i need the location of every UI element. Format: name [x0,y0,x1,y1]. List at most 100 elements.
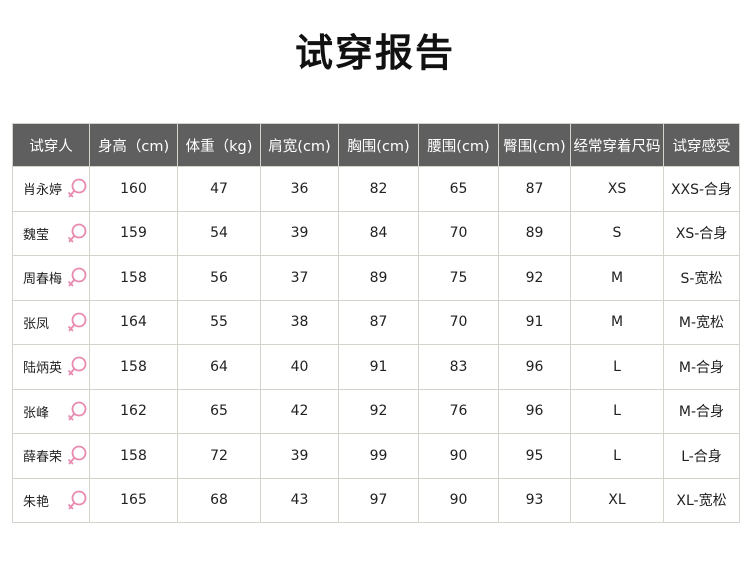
cell-fit-feeling: XXS-合身 [663,166,740,212]
cell-waist: 70 [418,210,499,256]
female-icon [67,223,87,245]
table-row: 薛春荣 158 72 39 99 90 95 L L-合身 [12,433,740,479]
cell-shoulder: 39 [260,433,339,479]
cell-height: 165 [89,477,178,523]
cell-weight: 65 [177,388,261,434]
tester-name-cell: 张凤 [12,299,90,345]
cell-height: 158 [89,344,178,390]
cell-fit-feeling: M-宽松 [663,299,740,345]
cell-bust: 87 [338,299,419,345]
female-icon [67,267,87,289]
female-icon [67,490,87,512]
female-icon [67,178,87,200]
cell-shoulder: 37 [260,255,339,301]
cell-usual-size: M [570,299,664,345]
female-icon [67,356,87,378]
tester-name-cell: 周春梅 [12,255,90,301]
tester-name: 魏莹 [23,227,50,243]
cell-fit-feeling: M-合身 [663,344,740,390]
column-header: 胸围(cm) [338,123,419,167]
page-title: 试穿报告 [294,31,455,75]
cell-waist: 83 [418,344,499,390]
table-row: 张峰 162 65 42 92 76 96 L M-合身 [12,388,740,434]
tester-name-cell: 陆炳英 [12,344,90,390]
cell-shoulder: 43 [260,477,339,523]
table-row: 肖永婷 160 47 36 82 65 87 XS XXS-合身 [12,166,740,212]
cell-fit-feeling: L-合身 [663,433,740,479]
cell-usual-size: S [570,210,664,256]
cell-height: 158 [89,255,178,301]
table-row: 张凤 164 55 38 87 70 91 M M-宽松 [12,299,740,345]
cell-waist: 65 [418,166,499,212]
cell-usual-size: L [570,344,664,390]
cell-waist: 90 [418,433,499,479]
cell-hip: 92 [498,255,571,301]
cell-usual-size: XL [570,477,664,523]
cell-height: 158 [89,433,178,479]
cell-shoulder: 39 [260,210,339,256]
column-header: 经常穿着尺码 [570,123,664,167]
cell-fit-feeling: XS-合身 [663,210,740,256]
cell-weight: 64 [177,344,261,390]
cell-usual-size: M [570,255,664,301]
tester-name: 薛春荣 [23,450,63,466]
cell-height: 160 [89,166,178,212]
cell-weight: 47 [177,166,261,212]
column-header: 身高（cm) [89,123,178,167]
tester-name-cell: 肖永婷 [12,166,90,212]
table-row: 魏莹 159 54 39 84 70 89 S XS-合身 [12,210,740,256]
cell-shoulder: 36 [260,166,339,212]
female-icon [67,401,87,423]
fitting-report-table: 试穿人 身高（cm) 体重（kg) 肩宽(cm) 胸围(cm) 腰围(cm) 臀围(cm) 经… [12,123,740,523]
column-header: 试穿人 [12,123,90,167]
tester-name: 肖永婷 [23,183,63,199]
cell-waist: 75 [418,255,499,301]
cell-usual-size: L [570,388,664,434]
tester-name-cell: 张峰 [12,388,90,434]
cell-bust: 99 [338,433,419,479]
tester-name: 张峰 [23,405,50,421]
cell-bust: 97 [338,477,419,523]
column-header: 肩宽(cm) [260,123,339,167]
female-icon [67,445,87,467]
cell-weight: 72 [177,433,261,479]
tester-name-cell: 薛春荣 [12,433,90,479]
cell-height: 162 [89,388,178,434]
cell-shoulder: 40 [260,344,339,390]
table-row: 周春梅 158 56 37 89 75 92 M S-宽松 [12,255,740,301]
column-header: 臀围(cm) [498,123,571,167]
cell-bust: 92 [338,388,419,434]
cell-fit-feeling: M-合身 [663,388,740,434]
cell-shoulder: 42 [260,388,339,434]
table-row: 陆炳英 158 64 40 91 83 96 L M-合身 [12,344,740,390]
cell-waist: 70 [418,299,499,345]
cell-weight: 68 [177,477,261,523]
cell-shoulder: 38 [260,299,339,345]
tester-name-cell: 魏莹 [12,210,90,256]
cell-weight: 56 [177,255,261,301]
cell-hip: 91 [498,299,571,345]
cell-height: 159 [89,210,178,256]
cell-waist: 90 [418,477,499,523]
cell-usual-size: XS [570,166,664,212]
cell-bust: 84 [338,210,419,256]
column-header: 体重（kg) [177,123,261,167]
tester-name-cell: 朱艳 [12,477,90,523]
cell-hip: 89 [498,210,571,256]
tester-name: 周春梅 [23,272,63,288]
cell-usual-size: L [570,433,664,479]
cell-hip: 93 [498,477,571,523]
cell-bust: 89 [338,255,419,301]
table-row: 朱艳 165 68 43 97 90 93 XL XL-宽松 [12,477,740,523]
cell-bust: 82 [338,166,419,212]
cell-weight: 55 [177,299,261,345]
column-header: 腰围(cm) [418,123,499,167]
cell-height: 164 [89,299,178,345]
tester-name: 朱艳 [23,494,50,510]
cell-waist: 76 [418,388,499,434]
cell-hip: 96 [498,388,571,434]
tester-name: 张凤 [23,316,50,332]
cell-hip: 95 [498,433,571,479]
cell-bust: 91 [338,344,419,390]
cell-hip: 87 [498,166,571,212]
